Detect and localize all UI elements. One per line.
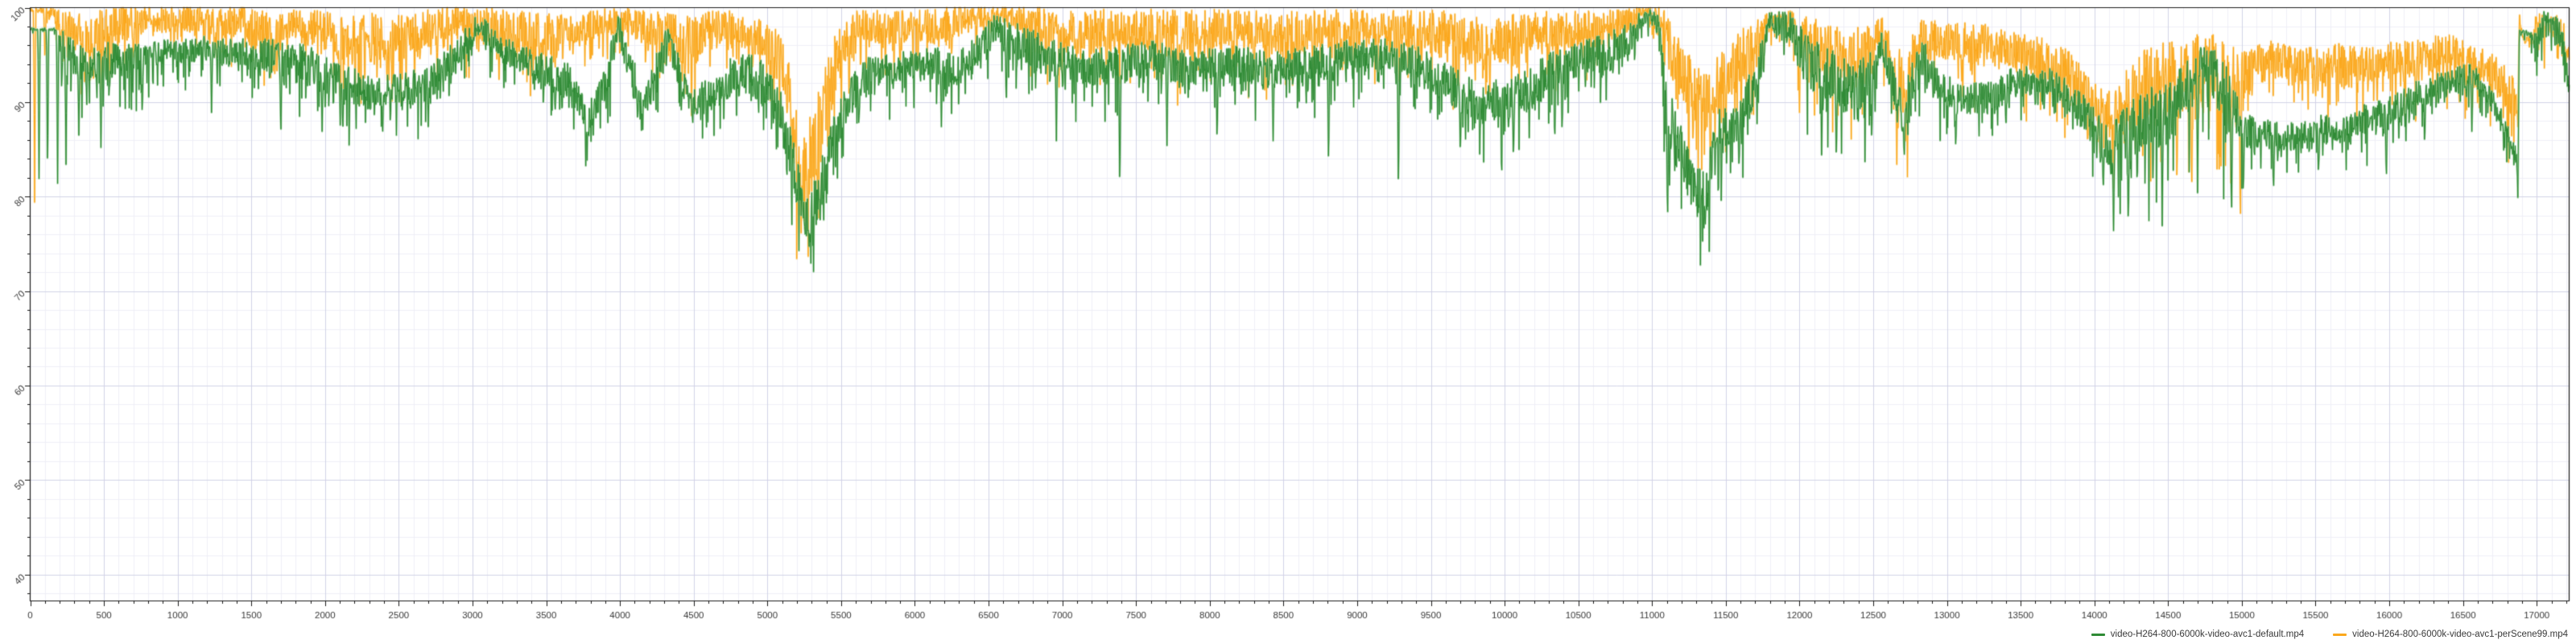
legend-swatch-default — [2091, 633, 2105, 636]
chart-legend: video-H264-800-6000k-video-avc1-default.… — [2091, 630, 2568, 639]
legend-label-default: video-H264-800-6000k-video-avc1-default.… — [2110, 630, 2305, 639]
legend-item-default[interactable]: video-H264-800-6000k-video-avc1-default.… — [2091, 630, 2304, 639]
legend-swatch-perscene — [2333, 633, 2347, 636]
legend-label-perscene: video-H264-800-6000k-video-avc1-perScene… — [2352, 630, 2568, 639]
legend-item-perscene[interactable]: video-H264-800-6000k-video-avc1-perScene… — [2333, 630, 2568, 639]
